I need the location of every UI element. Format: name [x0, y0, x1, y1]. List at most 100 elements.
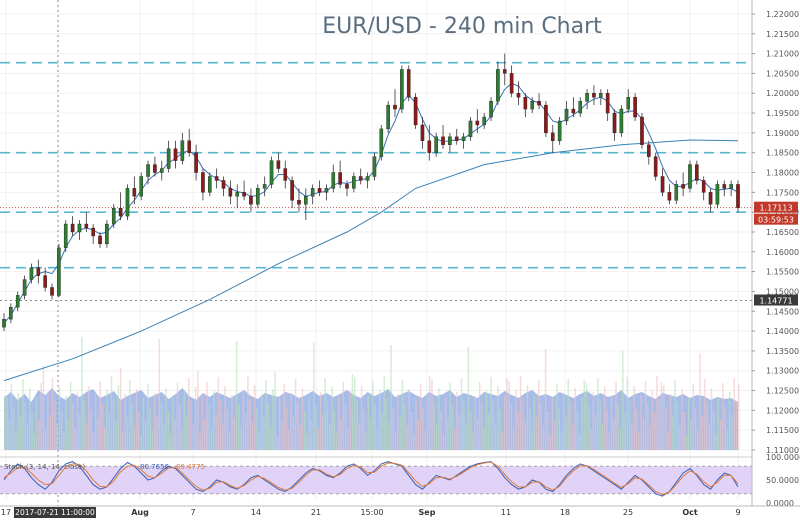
volume-bar — [178, 406, 181, 450]
volume-bar — [603, 387, 606, 450]
volume-bar — [456, 392, 458, 450]
volume-bar — [719, 420, 722, 450]
volume-bar — [131, 403, 133, 450]
volume-bar — [169, 434, 172, 450]
volume-bar — [465, 424, 467, 450]
candle-body — [653, 156, 658, 177]
candle-body — [283, 168, 288, 181]
candle-body — [379, 128, 384, 157]
volume-bar — [594, 415, 597, 450]
price-tick-label: 1.17500 — [766, 188, 799, 197]
volume-bar — [201, 396, 204, 450]
volume-bar — [453, 429, 456, 450]
candle-body — [454, 136, 459, 141]
volume-bar — [353, 377, 356, 450]
volume-bar — [358, 423, 361, 450]
volume-bar — [369, 418, 372, 450]
volume-bar — [297, 402, 299, 450]
candle-body — [509, 73, 514, 94]
volume-bar — [103, 427, 106, 450]
stochastic-k-line — [3, 461, 739, 497]
candle-body — [317, 188, 322, 193]
volume-bar — [153, 393, 156, 450]
candle-body — [516, 93, 521, 98]
time-tick-label: Aug — [131, 508, 149, 517]
time-tick-label: Oct — [682, 508, 698, 517]
volume-bar — [110, 376, 113, 450]
crosshair-price-label: 1.14771 — [759, 297, 792, 306]
candle-body — [187, 140, 192, 153]
volume-bar — [197, 370, 199, 450]
candle-body — [647, 144, 651, 157]
price-tick-label: 1.11000 — [766, 446, 799, 455]
candle-body — [441, 136, 445, 145]
volume-bar — [265, 380, 267, 450]
volume-bar — [628, 400, 631, 450]
volume-bar — [81, 337, 83, 450]
volume-bar — [247, 376, 249, 450]
candle-body — [599, 93, 603, 98]
candle-body — [98, 235, 102, 245]
volume-bar — [413, 435, 415, 450]
volume-bar — [213, 391, 215, 450]
candle-body — [324, 188, 329, 193]
volume-bar — [338, 396, 340, 450]
stochastic-tick-label: 0.0000 — [766, 499, 794, 508]
volume-bar — [385, 399, 388, 450]
volume-bar — [351, 374, 354, 450]
volume-bar — [22, 379, 24, 450]
volume-bar — [694, 407, 697, 450]
volume-bar — [444, 397, 447, 450]
volume-bar — [619, 428, 622, 450]
volume-bar — [165, 388, 167, 450]
volume-bar — [451, 406, 454, 450]
candle-body — [2, 318, 6, 328]
volume-bar — [292, 416, 295, 450]
candle-body — [523, 96, 528, 110]
candle-body — [420, 124, 425, 141]
candle-body — [22, 279, 27, 296]
volume-bar — [565, 416, 567, 450]
volume-bar — [551, 398, 554, 450]
volume-bar — [38, 420, 40, 450]
volume-bar — [622, 351, 624, 450]
volume-bar — [463, 401, 465, 450]
volume-bar — [313, 343, 315, 450]
volume-bar — [544, 349, 547, 450]
volume-bar — [117, 385, 120, 450]
candle-body — [235, 192, 240, 197]
price-tick-label: 1.19500 — [766, 109, 799, 118]
volume-bar — [681, 389, 683, 450]
candle-body — [77, 223, 82, 233]
candle-body — [70, 223, 75, 233]
volume-bar — [390, 345, 392, 450]
volume-bar — [360, 386, 363, 450]
volume-bar — [415, 398, 417, 450]
volume-bar — [228, 432, 231, 450]
candle-body — [194, 152, 198, 173]
volume-bar — [124, 394, 126, 450]
time-tick-label: Sep — [419, 508, 436, 517]
volume-bar — [590, 429, 592, 450]
candle-body — [352, 176, 356, 189]
volume-bar — [715, 434, 717, 450]
volume-bar — [513, 427, 515, 450]
volume-bar — [94, 395, 97, 450]
candle-body — [640, 116, 644, 145]
candle-body — [557, 120, 562, 141]
volume-bar — [140, 435, 142, 450]
price-tick-label: 1.13500 — [766, 347, 799, 356]
volume-bar — [374, 404, 376, 450]
volume-bar — [44, 429, 47, 450]
volume-bar — [344, 405, 347, 450]
volume-bar — [435, 425, 438, 450]
volume-bar — [417, 421, 420, 450]
volume-bar — [599, 401, 601, 450]
candle-body — [537, 100, 541, 106]
volume-bar — [310, 420, 313, 450]
volume-bar — [4, 395, 6, 450]
volume-bar — [47, 392, 49, 450]
volume-bar — [667, 431, 670, 450]
volume-bar — [26, 425, 29, 450]
candle-body — [406, 69, 411, 98]
